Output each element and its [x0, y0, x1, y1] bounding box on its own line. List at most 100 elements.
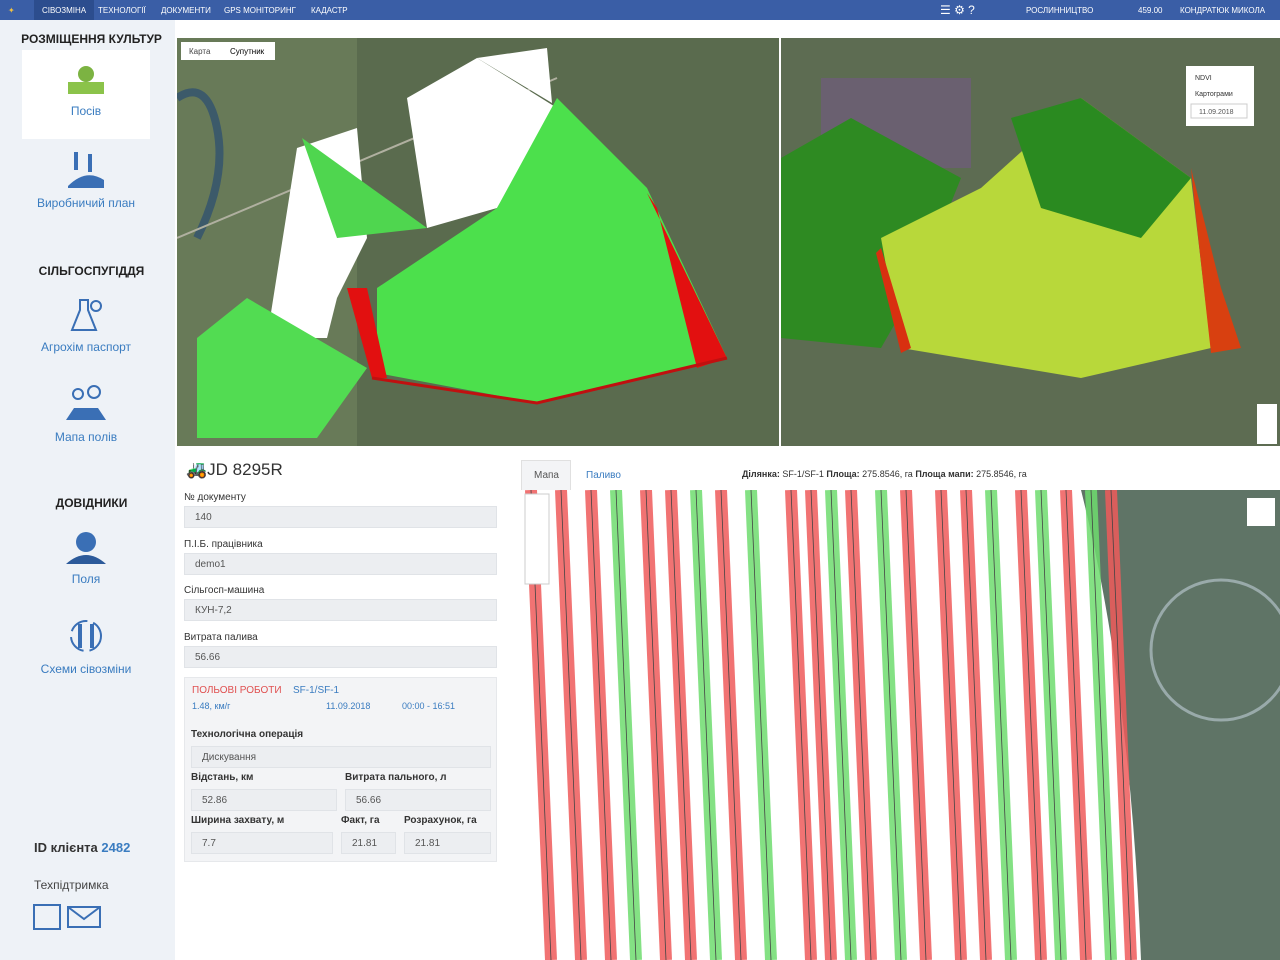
menu-item[interactable]: Виробничий план	[22, 150, 150, 210]
client-id: ID клієнта 2482	[34, 840, 130, 855]
map-tabs	[181, 42, 275, 60]
tab-active-bg	[521, 460, 571, 490]
support-icons[interactable]	[32, 902, 104, 932]
vehicle-name: JD 8295R	[207, 460, 283, 479]
menu-item[interactable]: Посів	[22, 60, 150, 118]
ndvi-map[interactable]: NDVI Картограми 11.09.2018	[781, 38, 1280, 446]
map-tools[interactable]	[524, 493, 550, 585]
balance: 459.00	[1138, 6, 1163, 15]
track-line	[940, 490, 962, 960]
field-map[interactable]: Карта Супутник	[177, 38, 779, 446]
track-line	[1110, 490, 1132, 960]
fullscreen-button[interactable]	[1247, 498, 1275, 526]
nav-item[interactable]: Технології	[98, 6, 146, 15]
tracks	[525, 490, 1137, 960]
menu-label: Схеми сівозміни	[40, 662, 132, 676]
input[interactable]: 21.81	[404, 832, 491, 854]
tab[interactable]: Мапа	[534, 470, 559, 481]
field-label: Ширина захвату, м	[191, 815, 285, 826]
section-title: Сільгоспугіддя	[38, 264, 145, 278]
nav-item[interactable]: GPS моніторинг	[224, 6, 296, 15]
field-label: П.І.Б. працівника	[184, 539, 263, 550]
nav-item[interactable]: Документи	[161, 6, 211, 15]
track-line	[965, 490, 987, 960]
track-line	[670, 490, 692, 960]
menu-item[interactable]: Поля	[22, 526, 150, 586]
track-line	[990, 490, 1012, 960]
input[interactable]: 21.81	[341, 832, 396, 854]
layer-option[interactable]: Картограми	[1195, 91, 1233, 98]
track-line	[590, 490, 612, 960]
department[interactable]: Рослинництво	[1026, 6, 1094, 15]
track-line	[720, 490, 742, 960]
field-label: Факт, га	[341, 815, 380, 826]
track-line	[1065, 490, 1087, 960]
info-value: SF-1/SF-1	[782, 469, 824, 479]
info-label: Площа мапи:	[915, 469, 974, 479]
track-line	[695, 490, 717, 960]
track-line	[1090, 490, 1112, 960]
nav-item[interactable]: Сівозміна	[34, 0, 95, 20]
field-label: Сільгосп-машина	[184, 585, 265, 596]
work-date: 11.09.2018	[326, 701, 371, 711]
menu-label: Посів	[70, 104, 102, 118]
plot-info: Ділянка: SF-1/SF-1 Площа: 275.8546, га П…	[742, 469, 1027, 479]
support-label: Техпідтримка	[34, 878, 109, 892]
map-tab[interactable]: Карта	[189, 47, 211, 56]
track-line	[645, 490, 667, 960]
menu-label: Мапа полів	[54, 430, 118, 444]
section-title: Довідники	[55, 496, 128, 510]
field-label: Відстань, км	[191, 772, 254, 783]
track-line	[905, 490, 927, 960]
select[interactable]: КУН-7,2	[184, 599, 497, 621]
work-speed: 1.48, км/г	[192, 701, 231, 711]
zoom-control[interactable]	[1257, 404, 1277, 444]
map-tab[interactable]: Супутник	[230, 47, 265, 56]
nav-item[interactable]: Кадастр	[311, 6, 348, 15]
input[interactable]: 56.66	[345, 789, 491, 811]
field-label: Витрата палива	[184, 632, 258, 643]
input[interactable]: 52.86	[191, 789, 337, 811]
track-line	[790, 490, 812, 960]
work-field: SF-1/SF-1	[293, 685, 340, 696]
field-label: Технологічна операція	[191, 729, 304, 740]
track-line	[1040, 490, 1062, 960]
info-label: Площа:	[826, 469, 860, 479]
track-line	[850, 490, 872, 960]
track-line	[560, 490, 582, 960]
info-value: 275.8546, га	[862, 469, 913, 479]
input[interactable]: 56.66	[184, 646, 497, 668]
input[interactable]: 140	[184, 506, 497, 528]
tab[interactable]: Паливо	[586, 470, 621, 481]
client-id-label: ID клієнта	[34, 840, 98, 855]
track-line	[1020, 490, 1042, 960]
select[interactable]: Дискування	[191, 746, 491, 768]
track-line	[615, 490, 637, 960]
client-id-value: 2482	[101, 840, 131, 855]
menu-label: Агрохім паспорт	[40, 340, 132, 354]
sidebar: Розміщення культур Посів Виробничий план…	[0, 20, 175, 960]
work-title[interactable]: ПОЛЬОВІ РОБОТИ	[192, 685, 282, 696]
top-nav: ✦ Сівозміна Технології Документи GPS мон…	[0, 0, 1280, 20]
menu-item[interactable]: Агрохім паспорт	[22, 294, 150, 354]
track-line	[830, 490, 852, 960]
user[interactable]: Кондратюк Микола	[1180, 6, 1266, 15]
track-line	[750, 490, 772, 960]
layer-option[interactable]: NDVI	[1195, 75, 1212, 82]
info-value: 275.8546, га	[976, 469, 1027, 479]
layer-date[interactable]: 11.09.2018	[1199, 109, 1234, 116]
active-bg	[22, 50, 150, 139]
icon[interactable]: ☰ ⚙ ?	[940, 3, 975, 17]
input[interactable]: 7.7	[191, 832, 333, 854]
field-label: Витрата пального, л	[345, 772, 447, 783]
menu-item[interactable]: Мапа полів	[22, 384, 150, 444]
track-map[interactable]	[521, 490, 1280, 960]
menu-item[interactable]: Схеми сівозміни	[22, 616, 150, 676]
logo: ✦	[8, 6, 15, 15]
select[interactable]: demo1	[184, 553, 497, 575]
field-label: № документу	[184, 492, 246, 503]
menu-label: Виробничий план	[36, 196, 136, 210]
work-time: 00:00 - 16:51	[402, 701, 456, 711]
track-line	[880, 490, 902, 960]
